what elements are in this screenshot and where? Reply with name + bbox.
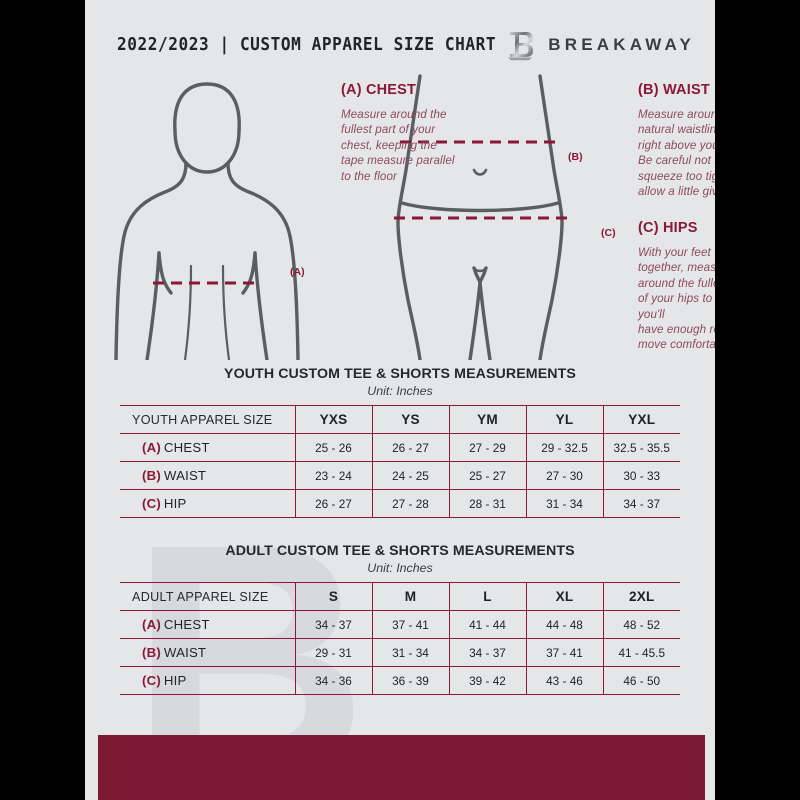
row-tag: (C) bbox=[142, 496, 161, 511]
youth-size-header-1: YS bbox=[371, 405, 449, 434]
youth-cell-1-4: 30 - 33 bbox=[602, 461, 680, 490]
adult-size-header-4: 2XL bbox=[602, 582, 680, 611]
youth-cell-0-1: 26 - 27 bbox=[371, 433, 449, 462]
row-name: WAIST bbox=[163, 468, 207, 483]
youth-cell-2-3: 31 - 34 bbox=[525, 489, 603, 518]
row-tag: (A) bbox=[142, 617, 161, 632]
table-row: (B) WAIST 29 - 31 31 - 34 34 - 37 37 - 41… bbox=[120, 638, 680, 667]
youth-cell-1-0: 23 - 24 bbox=[294, 461, 372, 490]
adult-size-header-1: M bbox=[371, 582, 449, 611]
brand-logo: BREAKAWAY bbox=[506, 28, 695, 62]
row-tag: (A) bbox=[142, 440, 161, 455]
adult-cell-2-3: 43 - 46 bbox=[525, 666, 603, 695]
adult-table-unit: Unit: Inches bbox=[367, 561, 433, 575]
youth-cell-1-3: 27 - 30 bbox=[525, 461, 603, 490]
callout-waist-heading: (B) WAIST bbox=[638, 82, 710, 98]
adult-table-title: ADULT CUSTOM TEE & SHORTS MEASUREMENTS bbox=[225, 543, 575, 559]
youth-cell-2-4: 34 - 37 bbox=[602, 489, 680, 518]
callout-waist-body: Measure around your natural waistline – … bbox=[638, 108, 715, 199]
adult-cell-1-0: 29 - 31 bbox=[294, 638, 372, 667]
lower-body-figure bbox=[394, 74, 568, 360]
youth-cell-2-1: 27 - 28 bbox=[371, 489, 449, 518]
adult-size-header-0: S bbox=[294, 582, 372, 611]
waist-measure-label: (B) bbox=[568, 151, 583, 163]
callout-waist: (B) WAIST Measure around your natural wa… bbox=[638, 82, 715, 199]
youth-size-header-0: YXS bbox=[294, 405, 372, 434]
row-tag: (B) bbox=[142, 645, 161, 660]
adult-cell-1-4: 41 - 45.5 bbox=[602, 638, 680, 667]
youth-table-block: YOUTH CUSTOM TEE & SHORTS MEASUREMENTS U… bbox=[85, 366, 715, 518]
youth-table-title: YOUTH CUSTOM TEE & SHORTS MEASUREMENTS bbox=[224, 366, 576, 382]
row-name: WAIST bbox=[163, 645, 207, 660]
callout-chest-body: Measure around the fullest part of your … bbox=[341, 108, 455, 183]
youth-size-header-2: YM bbox=[448, 405, 526, 434]
callout-hips-body: With your feet together, measure around … bbox=[638, 246, 715, 352]
adult-cell-2-0: 34 - 36 bbox=[294, 666, 372, 695]
adult-cell-2-1: 36 - 39 bbox=[371, 666, 449, 695]
footer-bar bbox=[98, 735, 705, 800]
youth-size-header-4: YXL bbox=[602, 405, 680, 434]
callout-hips-heading: (C) HIPS bbox=[638, 220, 698, 236]
row-tag: (C) bbox=[142, 673, 161, 688]
adult-cell-1-3: 37 - 41 bbox=[525, 638, 603, 667]
row-name: CHEST bbox=[163, 617, 210, 632]
adult-cell-1-2: 34 - 37 bbox=[448, 638, 526, 667]
adult-row-label-2: (C) HIP bbox=[120, 666, 295, 695]
adult-size-header-2: L bbox=[448, 582, 526, 611]
size-chart-page: B 2022/2023 | CUSTOM APPAREL SIZE CHART … bbox=[85, 0, 715, 800]
youth-cell-1-2: 25 - 27 bbox=[448, 461, 526, 490]
youth-cell-1-1: 24 - 25 bbox=[371, 461, 449, 490]
table-row: (A) CHEST 25 - 26 26 - 27 27 - 29 29 - 32… bbox=[120, 433, 680, 462]
table-row: (C) HIP 26 - 27 27 - 28 28 - 31 31 - 34 3… bbox=[120, 489, 680, 518]
youth-size-header-3: YL bbox=[525, 405, 603, 434]
adult-cell-0-2: 41 - 44 bbox=[448, 610, 526, 639]
row-name: CHEST bbox=[163, 440, 210, 455]
adult-cell-0-3: 44 - 48 bbox=[525, 610, 603, 639]
adult-size-header-3: XL bbox=[525, 582, 603, 611]
adult-row-label-1: (B) WAIST bbox=[120, 638, 295, 667]
adult-cell-0-0: 34 - 37 bbox=[294, 610, 372, 639]
youth-row-label-0: (A) CHEST bbox=[120, 433, 295, 462]
table-header-row: ADULT APPAREL SIZE S M L XL 2XL bbox=[120, 582, 680, 611]
adult-cell-2-4: 46 - 50 bbox=[602, 666, 680, 695]
row-name: HIP bbox=[163, 496, 187, 511]
row-name: HIP bbox=[163, 673, 187, 688]
table-row: (A) CHEST 34 - 37 37 - 41 41 - 44 44 - 48… bbox=[120, 610, 680, 639]
breakaway-b-logo-icon bbox=[508, 32, 534, 61]
youth-size-table: YOUTH APPAREL SIZE YXS YS YM YL YXL (A) C… bbox=[120, 405, 680, 518]
body-illustrations: (A) (B) (C) bbox=[85, 70, 715, 360]
table-row: (C) HIP 34 - 36 36 - 39 39 - 42 43 - 46 4… bbox=[120, 666, 680, 695]
youth-label-header: YOUTH APPAREL SIZE bbox=[120, 405, 295, 434]
callout-chest: (A) CHEST Measure around the fullest par… bbox=[341, 82, 481, 184]
adult-table-block: ADULT CUSTOM TEE & SHORTS MEASUREMENTS U… bbox=[85, 543, 715, 695]
youth-row-label-1: (B) WAIST bbox=[120, 461, 295, 490]
page-title: 2022/2023 | CUSTOM APPAREL SIZE CHART bbox=[117, 35, 497, 55]
youth-cell-0-0: 25 - 26 bbox=[294, 433, 372, 462]
adult-cell-0-4: 48 - 52 bbox=[602, 610, 680, 639]
adult-size-table: ADULT APPAREL SIZE S M L XL 2XL (A) CHEST… bbox=[120, 582, 680, 695]
brand-name: BREAKAWAY bbox=[548, 35, 695, 54]
table-row: (B) WAIST 23 - 24 24 - 25 25 - 27 27 - 30… bbox=[120, 461, 680, 490]
youth-cell-0-2: 27 - 29 bbox=[448, 433, 526, 462]
adult-row-label-0: (A) CHEST bbox=[120, 610, 295, 639]
youth-row-label-2: (C) HIP bbox=[120, 489, 295, 518]
page-header: 2022/2023 | CUSTOM APPAREL SIZE CHART BR… bbox=[85, 28, 715, 62]
youth-cell-0-4: 32.5 - 35.5 bbox=[602, 433, 680, 462]
upper-body-figure bbox=[114, 82, 300, 360]
hip-measure-label: (C) bbox=[601, 227, 616, 239]
youth-cell-2-0: 26 - 27 bbox=[294, 489, 372, 518]
adult-cell-2-2: 39 - 42 bbox=[448, 666, 526, 695]
youth-cell-0-3: 29 - 32.5 bbox=[525, 433, 603, 462]
callout-hips: (C) HIPS With your feet together, measur… bbox=[638, 220, 715, 353]
adult-cell-1-1: 31 - 34 bbox=[371, 638, 449, 667]
table-header-row: YOUTH APPAREL SIZE YXS YS YM YL YXL bbox=[120, 405, 680, 434]
adult-label-header: ADULT APPAREL SIZE bbox=[120, 582, 295, 611]
youth-cell-2-2: 28 - 31 bbox=[448, 489, 526, 518]
adult-cell-0-1: 37 - 41 bbox=[371, 610, 449, 639]
callout-chest-heading: (A) CHEST bbox=[341, 82, 417, 98]
chest-measure-label: (A) bbox=[290, 266, 305, 278]
row-tag: (B) bbox=[142, 468, 161, 483]
youth-table-unit: Unit: Inches bbox=[367, 384, 433, 398]
